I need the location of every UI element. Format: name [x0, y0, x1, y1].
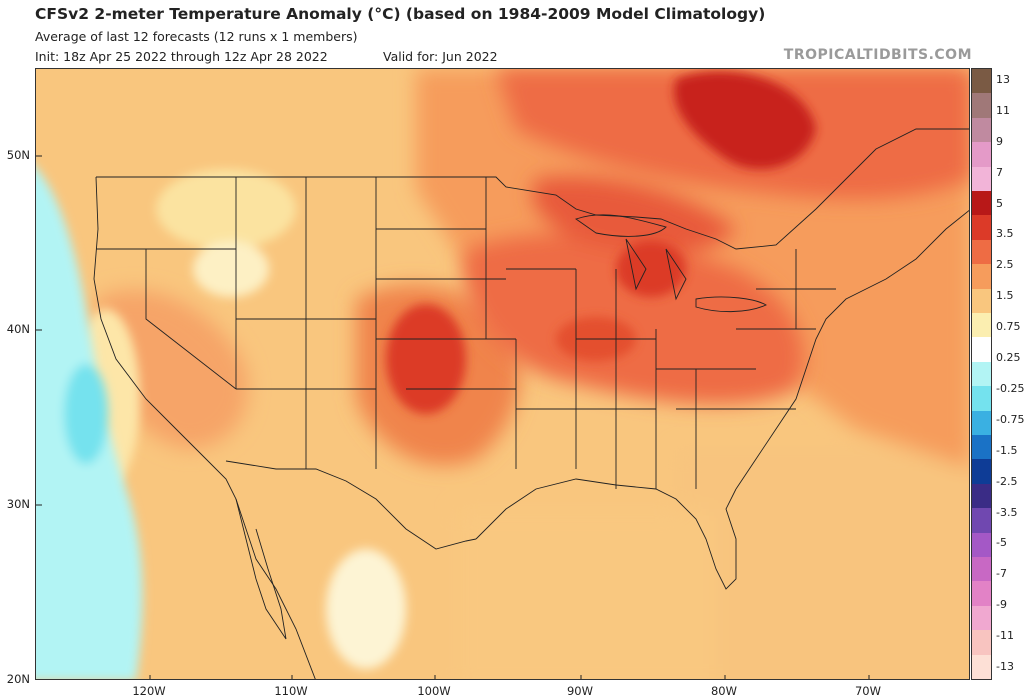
colorbar-tick-label: 13 [996, 73, 1010, 86]
colorbar-segment [972, 630, 991, 656]
colorbar-segment [972, 142, 991, 168]
colorbar [971, 68, 992, 680]
colorbar-segment [972, 459, 991, 485]
chart-subtitle: Average of last 12 forecasts (12 runs x … [35, 29, 358, 44]
colorbar-segment [972, 532, 991, 558]
lat-label-50n: 50N [6, 148, 30, 162]
gulf-region [456, 509, 716, 679]
gulf-coast [475, 478, 737, 590]
colorbar-segment [972, 508, 991, 534]
lon-label-100w: 100W [417, 684, 451, 698]
lon-label-110w: 110W [274, 684, 308, 698]
east-coast [735, 210, 969, 490]
political-boundaries [93, 128, 969, 679]
colorbar-segment [972, 264, 991, 290]
colorbar-tick-label: -13 [996, 660, 1014, 673]
lat-label-40n: 40N [6, 322, 30, 336]
colorbar-segment [972, 191, 991, 216]
baja-peninsula [235, 498, 287, 640]
colorbar-tick-label: 5 [996, 196, 1003, 210]
colorbar-segment [972, 166, 991, 192]
colorbar-tick-label: -5 [996, 536, 1007, 550]
colorbar-tick-label: 1.5 [996, 289, 1014, 303]
lon-label-80w: 80W [710, 684, 737, 698]
colorbar-segment [972, 557, 991, 582]
pacific-cool-core [64, 364, 108, 464]
colorbar-tick-label: 9 [996, 134, 1003, 148]
colorbar-tick-label: 0.25 [996, 351, 1021, 365]
init-time: Init: 18z Apr 25 2022 through 12z Apr 28… [35, 49, 328, 64]
colorbar-tick-label: -0.75 [996, 412, 1024, 426]
colorbar-segment [972, 215, 991, 241]
lon-label-120w: 120W [132, 684, 166, 698]
axis-ticks [36, 155, 870, 679]
central-warm-region [464, 234, 804, 405]
colorbar-tick-label: -9 [996, 598, 1007, 612]
colorbar-tick-label: 2.5 [996, 258, 1014, 272]
southeast-ocean-region [676, 449, 969, 679]
colorbar-segment [972, 435, 991, 460]
us-mexico-border [225, 460, 477, 550]
colorbar-tick-label: -0.25 [996, 381, 1024, 395]
colorbar-segment [972, 117, 991, 143]
colorbar-segment [972, 581, 991, 607]
valid-time: Valid for: Jun 2022 [383, 49, 498, 64]
pacific-northwest-pale-region [156, 169, 296, 249]
great-basin-pale-region [193, 241, 269, 297]
colorbar-tick-label: 7 [996, 165, 1003, 179]
colorbar-tick-label: 3.5 [996, 227, 1014, 241]
colorbar-segment [972, 386, 991, 412]
colorbar-segment [972, 239, 991, 265]
colorbar-segment [972, 410, 991, 436]
lon-label-70w: 70W [854, 684, 881, 698]
colorbar-segment [972, 605, 991, 631]
colorbar-segment [972, 361, 991, 387]
colorbar-tick-label: 11 [996, 103, 1010, 117]
chart-title: CFSv2 2-meter Temperature Anomaly (°C) (… [35, 5, 766, 23]
great-lakes [575, 214, 767, 313]
lat-label-20n: 20N [6, 672, 30, 686]
colorbar-tick-label: 0.75 [996, 320, 1021, 334]
anomaly-map [35, 68, 970, 680]
mexico-pale-region [326, 549, 406, 669]
colorbar-tick-label: -2.5 [996, 474, 1018, 488]
quebec-warm-core [674, 71, 816, 169]
west-coast [93, 176, 316, 679]
lon-label-90w: 90W [566, 684, 593, 698]
colorbar-segment [972, 313, 991, 338]
state-lines [96, 177, 836, 489]
lat-label-30n: 30N [6, 497, 30, 511]
kansas-oklahoma-warm-core [386, 304, 466, 414]
colorbar-tick-label: -1.5 [996, 443, 1018, 457]
colorbar-segment [972, 69, 991, 94]
colorbar-segment [972, 337, 991, 363]
colorbar-tick-label: -3.5 [996, 505, 1018, 519]
colorbar-tick-label: -7 [996, 567, 1007, 581]
colorbar-segment [972, 288, 991, 314]
michigan-warm-core [616, 241, 686, 297]
colorbar-segment [972, 93, 991, 119]
colorbar-segment [972, 483, 991, 509]
us-canada-border [96, 128, 969, 250]
colorbar-segment [972, 654, 991, 680]
brand-watermark: TROPICALTIDBITS.COM [783, 47, 972, 63]
colorbar-tick-label: -11 [996, 629, 1014, 643]
upper-midwest-warm-region [532, 176, 736, 253]
